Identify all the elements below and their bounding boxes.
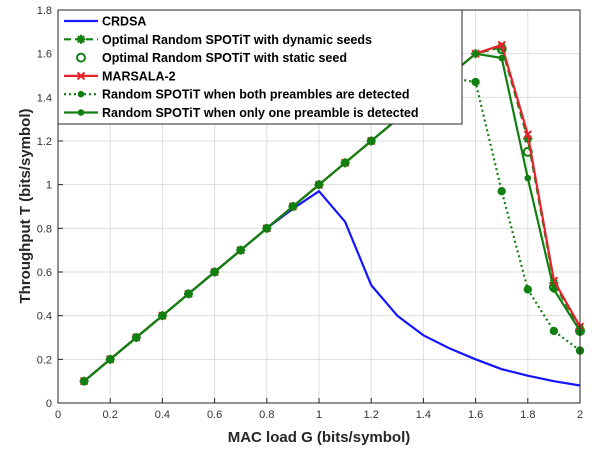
y-tick-label: 1.2 — [37, 136, 52, 148]
dot-marker — [367, 137, 375, 145]
dot-marker — [497, 187, 506, 196]
x-tick-label: 0.4 — [155, 409, 170, 421]
x-axis-title: MAC load G (bits/symbol) — [228, 429, 411, 446]
series-line — [83, 52, 581, 383]
legend-label: Optimal Random SPOTiT with dynamic seeds — [102, 33, 372, 47]
legend-entry: MARSALA-2 — [64, 69, 176, 83]
dot-marker — [185, 290, 192, 298]
x-tick-label: 1 — [316, 409, 322, 421]
asterisk-marker — [76, 34, 86, 44]
x-tick-label: 0.2 — [103, 409, 118, 421]
dot-marker — [315, 181, 323, 188]
cross-marker — [523, 130, 533, 139]
dot-marker — [549, 326, 559, 336]
x-tick-label: 0.8 — [259, 409, 274, 421]
dot-marker — [498, 54, 506, 62]
legend-label: MARSALA-2 — [102, 69, 176, 83]
dot-marker — [159, 312, 166, 319]
legend-entry: Random SPOTiT when both preambles are de… — [64, 88, 409, 102]
legend-label: CRDSA — [102, 15, 146, 29]
legend-entry: Random SPOTiT when only one preamble is … — [64, 106, 419, 120]
y-tick-label: 0.2 — [37, 354, 52, 366]
dot-marker — [341, 159, 349, 167]
y-tick-label: 0.4 — [37, 311, 52, 323]
cross-stroke — [523, 130, 533, 139]
asterisk-stroke — [77, 35, 85, 44]
dot-marker — [133, 334, 140, 341]
dot-marker — [106, 356, 114, 363]
x-tick-label: 1.6 — [468, 409, 483, 421]
legend-label: Optimal Random SPOTiT with static seed — [102, 51, 347, 65]
y-tick-label: 0.6 — [37, 267, 52, 279]
dot-marker — [80, 377, 88, 385]
y-tick-label: 1.8 — [37, 5, 52, 17]
x-tick-label: 0.6 — [207, 409, 222, 421]
legend-entry: Optimal Random SPOTiT with static seed — [76, 51, 347, 65]
y-tick-label: 0 — [46, 398, 52, 410]
ticks: 0 0.2 0.4 0.6 0.8 1 1.2 1.4 1.6 1.8 2 0 0.2 0.4 0.6 0.8… — [37, 5, 583, 421]
dot-marker — [523, 285, 532, 294]
x-tick-label: 1.4 — [416, 409, 431, 421]
y-tick-label: 1 — [46, 180, 52, 192]
series-6 — [80, 50, 584, 385]
legend-label: Random SPOTiT when both preambles are de… — [102, 88, 409, 102]
cross-stroke — [76, 71, 86, 81]
x-tick-label: 0 — [55, 409, 61, 421]
dot-marker — [237, 246, 244, 254]
y-axis-title: Throughput T (bits/symbol) — [17, 109, 34, 304]
legend-entry: CRDSA — [64, 15, 146, 29]
legend-entry: Optimal Random SPOTiT with dynamic seeds — [64, 33, 372, 47]
cross-stroke — [497, 40, 506, 50]
y-tick-label: 1.6 — [37, 49, 52, 61]
dot-marker — [77, 90, 85, 98]
dot-marker — [289, 203, 297, 210]
circle-marker — [76, 52, 86, 63]
dot-marker — [550, 286, 558, 293]
dot-marker — [211, 268, 218, 276]
dot-marker — [263, 225, 271, 232]
legend: CRDSA Optimal Random SPOTiT with dynamic … — [57, 9, 463, 125]
dot-marker — [472, 50, 479, 57]
x-tick-label: 1.8 — [520, 409, 535, 421]
dot-marker — [471, 77, 480, 87]
y-tick-label: 1.4 — [37, 92, 52, 104]
legend-box — [57, 9, 463, 125]
dot-marker — [524, 174, 532, 182]
y-tick-label: 0.8 — [37, 223, 52, 235]
cross-marker — [76, 71, 86, 81]
x-tick-label: 2 — [577, 409, 583, 421]
dot-marker — [77, 109, 85, 116]
cross-marker — [497, 40, 506, 50]
x-tick-label: 1.2 — [364, 409, 379, 421]
legend-label: Random SPOTiT when only one preamble is … — [102, 106, 419, 120]
